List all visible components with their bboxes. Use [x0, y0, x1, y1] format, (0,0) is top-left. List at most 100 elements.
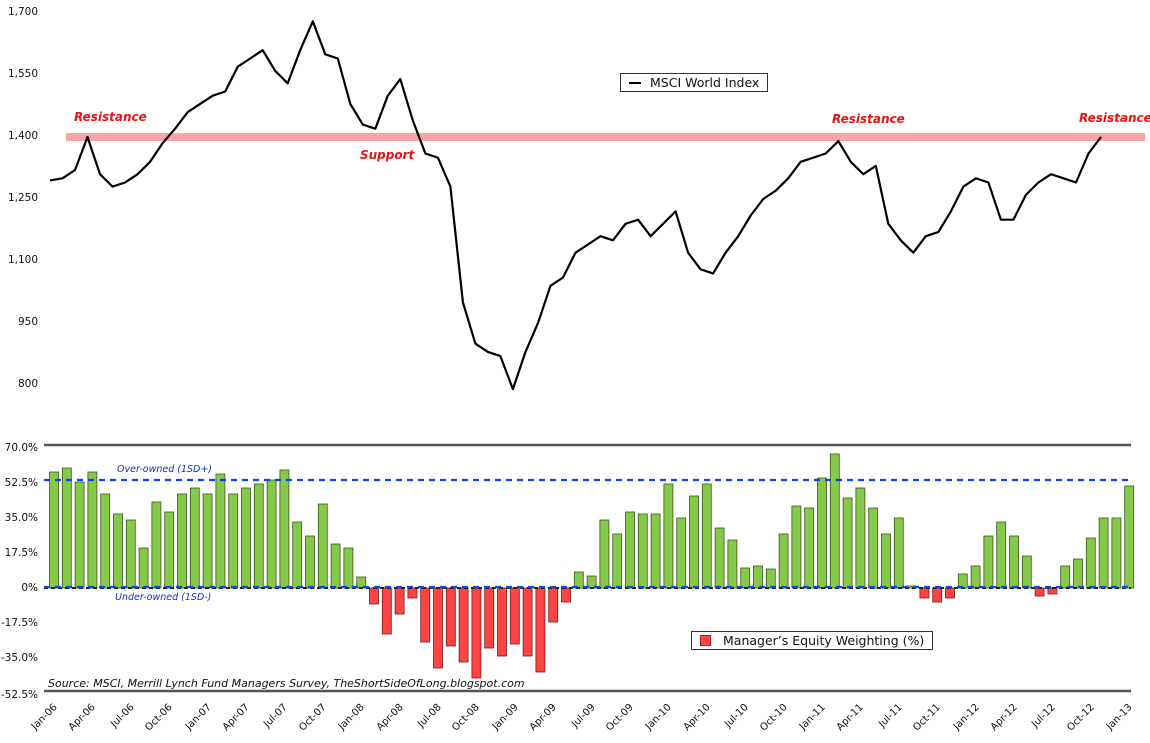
bar — [407, 587, 418, 599]
bar — [842, 497, 853, 589]
bar — [637, 513, 648, 589]
bar — [829, 453, 840, 589]
bar — [804, 507, 815, 589]
annotation-resistance-2011: Resistance — [832, 112, 905, 126]
bar — [778, 533, 789, 589]
bar — [113, 513, 123, 589]
y-tick-label: 1,100 — [7, 254, 38, 266]
bar — [817, 477, 827, 589]
bar — [177, 493, 187, 589]
y-tick-label: 0% — [21, 582, 38, 594]
bar — [420, 587, 431, 643]
annotation-resistance-2006: Resistance — [74, 110, 147, 124]
y-tick-label: -17.5% — [0, 617, 38, 629]
bar — [279, 469, 290, 589]
bar — [893, 517, 904, 589]
bar — [471, 587, 482, 679]
bar — [215, 473, 226, 589]
bar — [125, 519, 136, 589]
bar — [573, 571, 584, 589]
bar — [1085, 537, 1096, 589]
bar — [868, 507, 879, 589]
bar — [100, 493, 111, 589]
bar — [343, 547, 354, 589]
bar — [74, 481, 85, 589]
bar — [701, 483, 712, 589]
bar — [330, 543, 341, 589]
y-tick-label: 1,250 — [7, 192, 38, 204]
bar — [676, 517, 687, 589]
bar — [740, 567, 751, 589]
bar — [881, 533, 891, 589]
bar — [49, 471, 59, 589]
bar — [497, 587, 507, 657]
bar — [317, 503, 328, 589]
bar — [253, 483, 264, 589]
y-tick-label: 52.5% — [4, 477, 38, 489]
bar — [138, 547, 149, 589]
y-tick-label: 35.0% — [4, 512, 38, 524]
bar — [509, 587, 520, 645]
bar — [1124, 485, 1135, 589]
bar — [612, 533, 623, 589]
bar — [164, 511, 175, 589]
bar — [1098, 517, 1109, 589]
under-owned-label: Under-owned (1SD-) — [115, 592, 212, 603]
bar — [855, 487, 866, 589]
bar — [381, 587, 392, 635]
bar — [1111, 517, 1122, 589]
bar — [305, 535, 315, 589]
bar — [87, 471, 98, 589]
annotation-resistance-2013: Resistance — [1079, 111, 1150, 125]
bar — [1021, 555, 1032, 589]
bar — [561, 587, 571, 603]
bar — [996, 521, 1007, 589]
msci-world-index-line — [49, 20, 1102, 391]
bar — [202, 493, 213, 589]
bar — [548, 587, 559, 623]
bar — [151, 501, 162, 589]
bar — [266, 479, 277, 589]
y-tick-label: -52.5% — [0, 689, 38, 701]
bar — [61, 467, 72, 589]
y-tick-label: 800 — [17, 378, 38, 390]
bar — [445, 587, 456, 647]
bar — [765, 568, 776, 589]
y-tick-label: 17.5% — [4, 547, 38, 559]
y-tick-label: 1,550 — [7, 68, 38, 80]
bar — [458, 587, 469, 663]
y-tick-label: 1,400 — [7, 130, 38, 142]
bar — [433, 587, 443, 669]
bar — [522, 587, 533, 657]
bar — [970, 565, 981, 589]
source-note: Source: MSCI, Merrill Lynch Fund Manager… — [48, 677, 525, 690]
bar — [1009, 535, 1019, 589]
line-swatch-icon — [629, 81, 641, 84]
resistance-band — [66, 133, 1145, 141]
legend-label: Manager’s Equity Weighting (%) — [723, 633, 925, 648]
bar — [394, 587, 405, 615]
bar — [919, 587, 930, 599]
bar — [1034, 587, 1045, 597]
bar — [714, 527, 725, 589]
bar — [625, 511, 635, 589]
bar — [1060, 565, 1071, 589]
bar — [727, 539, 738, 589]
bar-swatch-icon — [700, 635, 711, 646]
bar — [189, 487, 200, 589]
bar — [1073, 558, 1083, 589]
y-tick-label: -35.0% — [0, 652, 38, 664]
bar — [753, 565, 763, 589]
annotation-support-2008: Support — [360, 148, 415, 162]
y-tick-label: 1,700 — [7, 6, 38, 18]
bar — [292, 521, 303, 589]
legend-msci: MSCI World Index — [620, 73, 769, 92]
bar — [945, 587, 955, 599]
bar — [932, 587, 943, 603]
bar — [983, 535, 994, 589]
bar — [228, 493, 239, 589]
y-tick-label: 70.0% — [4, 442, 38, 454]
bar — [791, 505, 802, 589]
